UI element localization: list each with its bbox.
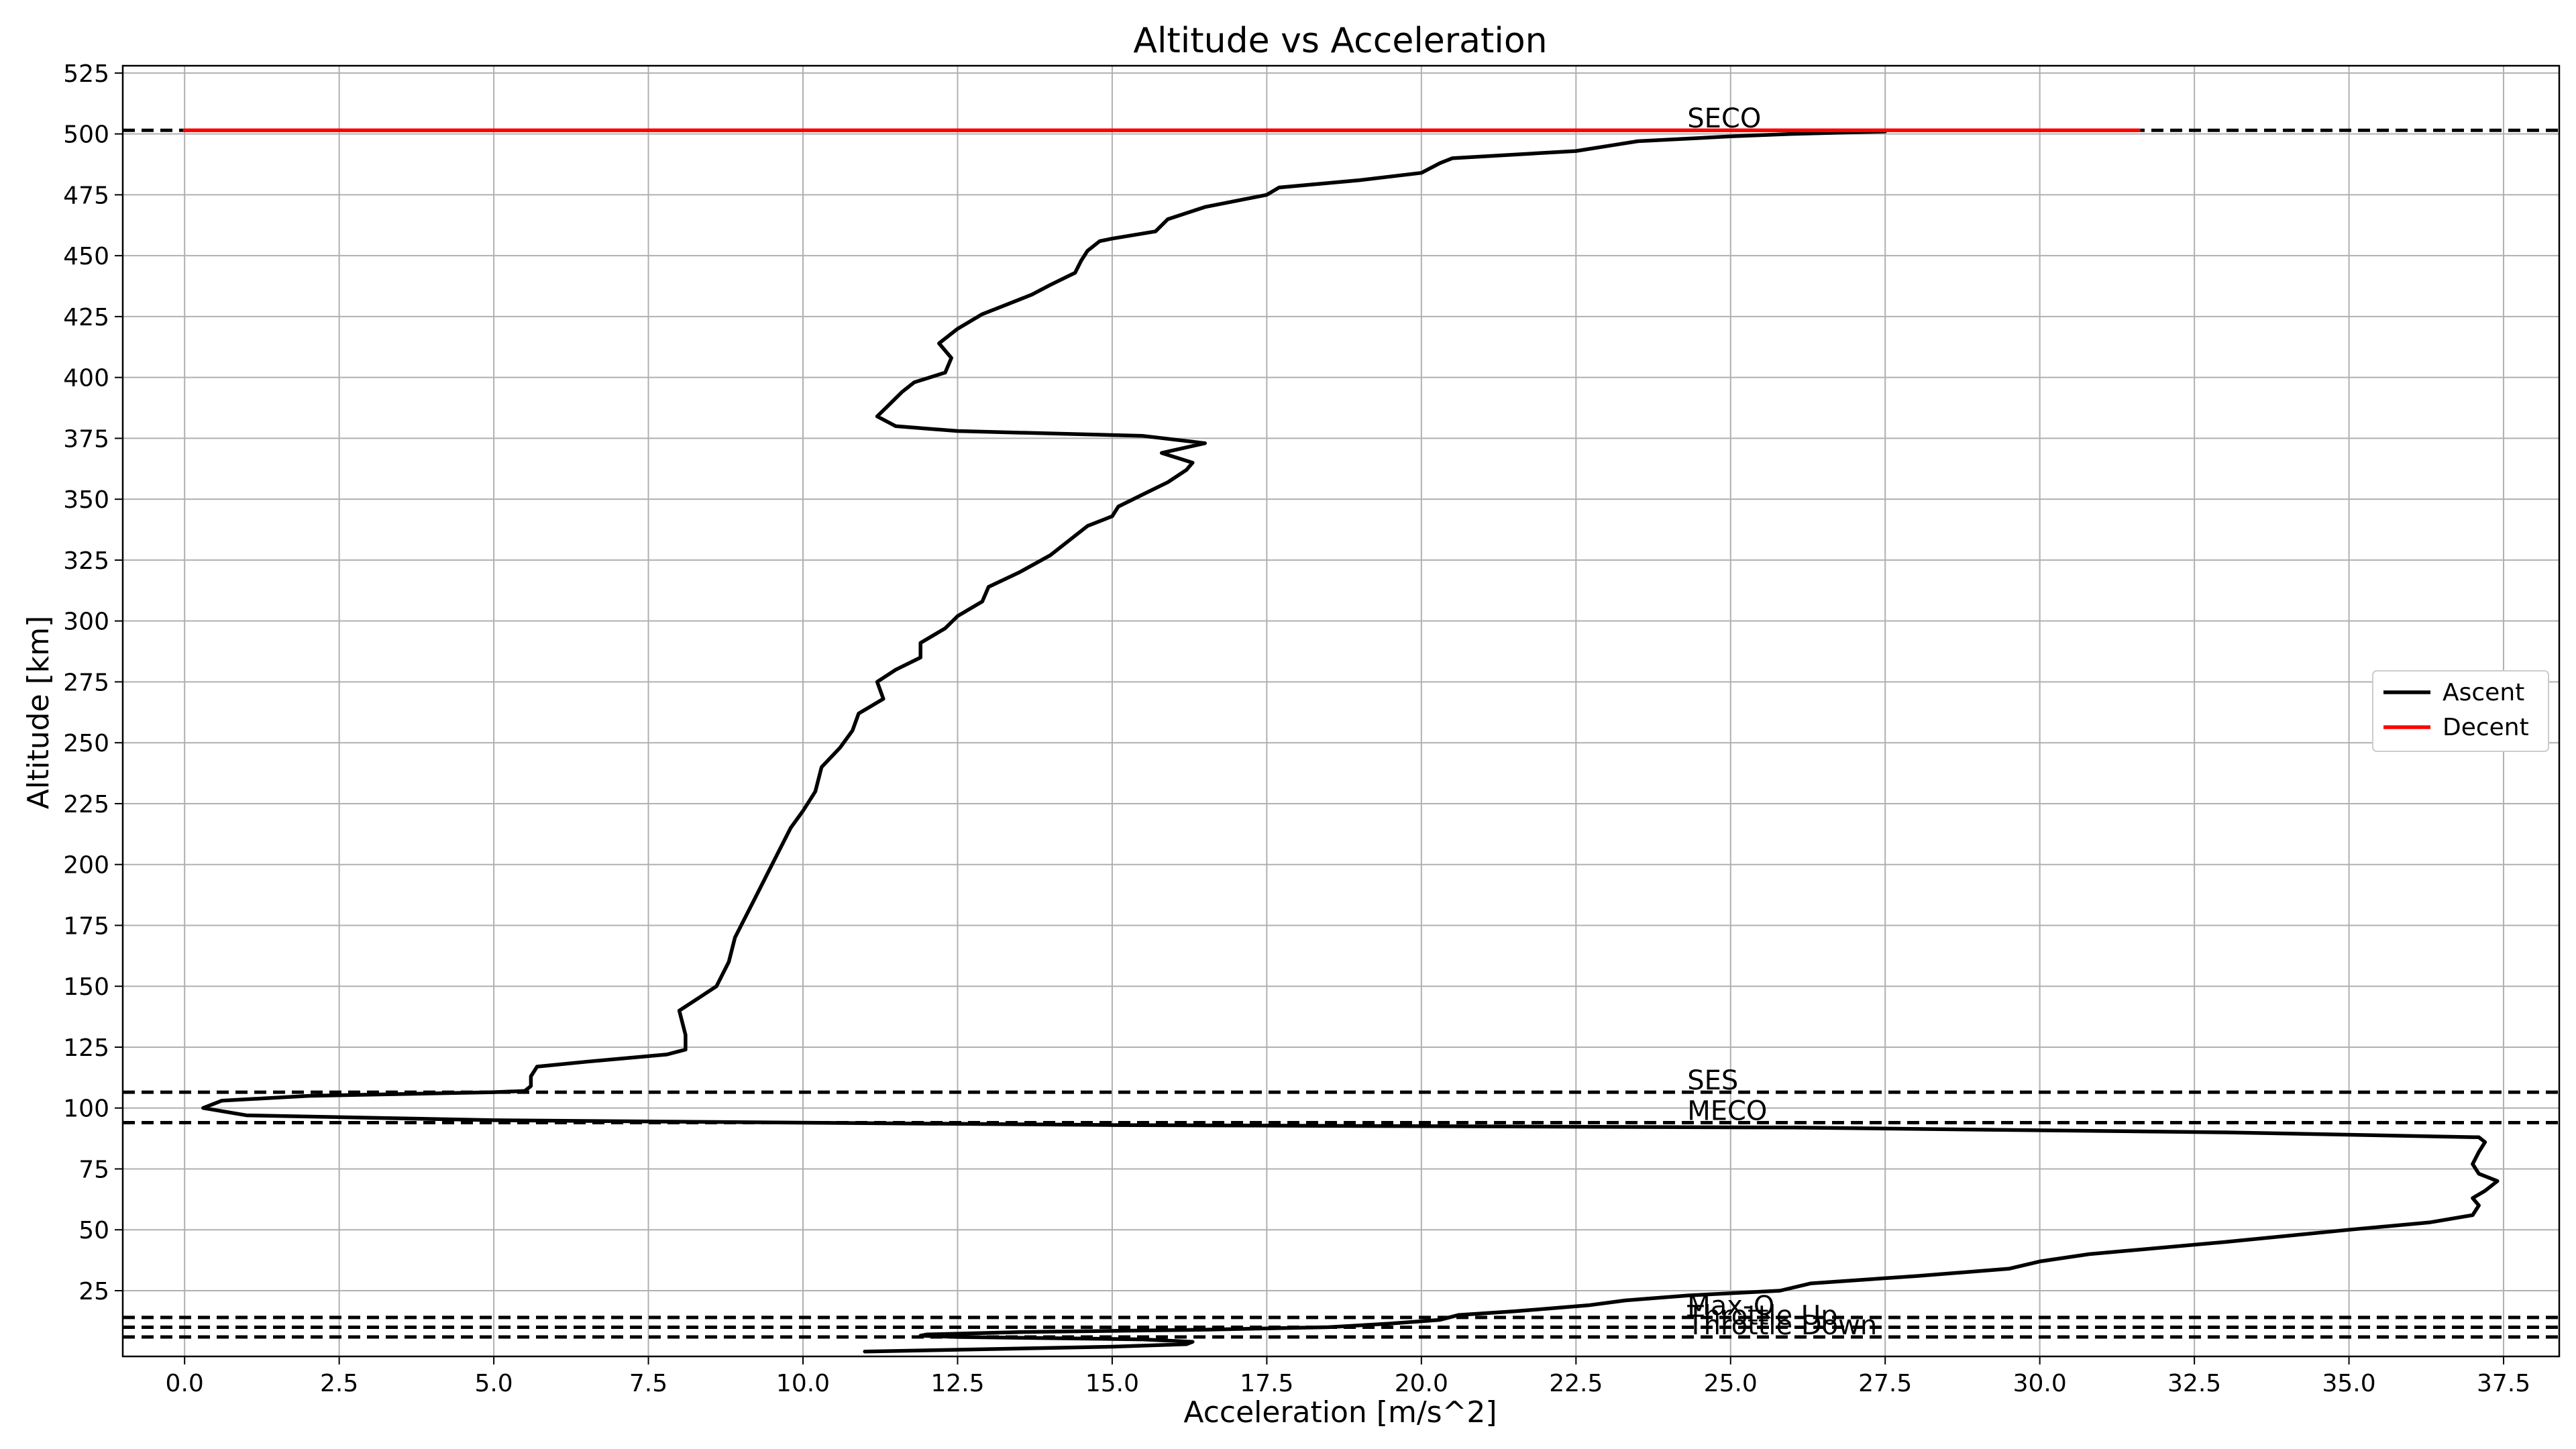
y-tick-label: 500: [63, 121, 109, 149]
y-tick-label: 450: [63, 243, 109, 270]
x-tick-label: 10.0: [776, 1370, 830, 1397]
x-tick-label: 2.5: [320, 1370, 358, 1397]
x-axis-ticks: 0.0 2.5 5.0 7.5 10.0 12.5 15.0 17.5 20.0 22.5 25.0…: [166, 1356, 2530, 1397]
x-axis-label: Acceleration [m/s^2]: [1183, 1395, 1497, 1430]
y-tick-label: 200: [63, 852, 109, 879]
x-tick-label: 5.0: [474, 1370, 513, 1397]
y-tick-label: 300: [63, 608, 109, 636]
y-tick-label: 475: [63, 182, 109, 209]
y-tick-label: 350: [63, 486, 109, 514]
x-tick-label: 27.5: [1858, 1370, 1912, 1397]
grid: [123, 66, 2559, 1356]
y-tick-label: 125: [63, 1034, 109, 1062]
legend-label-ascent: Ascent: [2443, 679, 2524, 706]
y-tick-label: 225: [63, 791, 109, 818]
x-tick-label: 15.0: [1085, 1370, 1139, 1397]
y-tick-label: 375: [63, 425, 109, 453]
event-label: Max-Q: [1687, 1291, 1774, 1322]
legend-label-decent: Decent: [2443, 714, 2529, 741]
x-tick-label: 35.0: [2322, 1370, 2376, 1397]
y-tick-label: 150: [63, 973, 109, 1001]
y-tick-label: 275: [63, 669, 109, 696]
x-tick-label: 0.0: [166, 1370, 204, 1397]
y-tick-label: 250: [63, 730, 109, 757]
event-label: SECO: [1687, 103, 1761, 134]
y-tick-label: 400: [63, 365, 109, 392]
x-tick-label: 20.0: [1395, 1370, 1448, 1397]
y-tick-label: 25: [78, 1278, 109, 1305]
y-tick-label: 525: [63, 60, 109, 88]
y-axis-ticks: 25 50 75 100 125 150 175 200 225 250 275 300 325 350 3…: [63, 60, 123, 1305]
y-tick-label: 425: [63, 304, 109, 331]
x-tick-label: 22.5: [1549, 1370, 1603, 1397]
x-tick-label: 7.5: [629, 1370, 667, 1397]
x-tick-label: 37.5: [2477, 1370, 2530, 1397]
plot-frame: [121, 64, 2561, 1358]
series: [182, 128, 2500, 1354]
plot-area: [123, 66, 2559, 1356]
x-tick-label: 25.0: [1704, 1370, 1758, 1397]
y-tick-label: 175: [63, 912, 109, 940]
legend: Ascent Decent: [2372, 670, 2549, 752]
event-label: Throttle Up: [1686, 1300, 1837, 1331]
series-line-ascent: [201, 129, 2500, 1354]
x-tick-label: 12.5: [930, 1370, 984, 1397]
event-label: SES: [1687, 1065, 1738, 1096]
y-tick-label: 325: [63, 547, 109, 575]
x-tick-label: 17.5: [1240, 1370, 1293, 1397]
y-tick-label: 75: [78, 1156, 109, 1183]
x-tick-label: 30.0: [2013, 1370, 2067, 1397]
x-tick-label: 32.5: [2167, 1370, 2221, 1397]
y-tick-label: 100: [63, 1095, 109, 1123]
event-label: MECO: [1687, 1096, 1767, 1127]
event-label: Throttle Down: [1686, 1310, 1877, 1341]
y-tick-label: 50: [78, 1217, 109, 1244]
y-axis-label: Altitude [km]: [21, 616, 56, 810]
chart-title: Altitude vs Acceleration: [1133, 21, 1547, 61]
